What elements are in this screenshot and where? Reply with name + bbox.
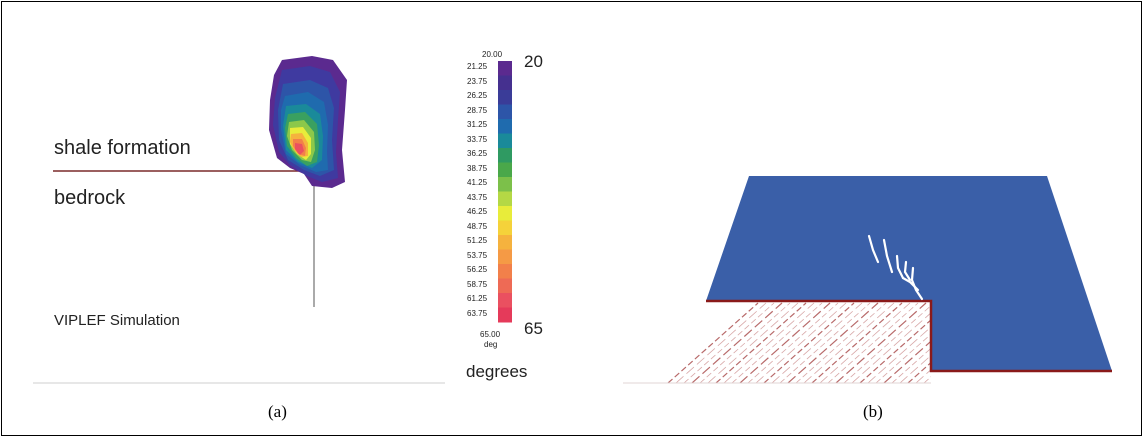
colorbar-swatch [498, 191, 512, 207]
colorbar-tick-label: 46.25 [467, 207, 488, 216]
colorbar-swatch [498, 264, 512, 279]
colorbar-tick-label: 56.25 [467, 265, 488, 274]
hatch-line [795, 302, 887, 383]
contour-plume [269, 56, 347, 188]
colorbar-tick-label: 26.25 [467, 91, 488, 100]
hatch-line [779, 302, 871, 383]
hatch-line [731, 302, 823, 383]
colorbar-swatch [498, 307, 512, 323]
colorbar-swatch [498, 148, 512, 163]
colorbar-swatch [498, 61, 512, 76]
colorbar-tick-label: 43.75 [467, 192, 488, 202]
colorbar-tick-label: 38.75 [467, 163, 488, 173]
crack-4 [903, 260, 912, 282]
shale-block [706, 176, 1112, 371]
hatch-line [827, 302, 919, 383]
colorbar-tick-label: 48.75 [467, 221, 488, 231]
colorbar-unit-small: deg [484, 340, 498, 349]
colorbar-swatch [498, 119, 512, 134]
colorbar-swatch [498, 162, 512, 178]
hatch-line [715, 302, 807, 383]
colorbar-tick-label: 23.75 [467, 76, 488, 86]
colorbar-swatch [498, 133, 512, 149]
colorbar-swatch [498, 177, 512, 192]
hatch-line [907, 302, 931, 383]
hatch-line [675, 302, 767, 383]
hatch-line [739, 302, 831, 383]
shale-formation-label: shale formation [54, 137, 191, 159]
caption-a: (a) [268, 402, 287, 421]
boundary-line [706, 299, 1112, 373]
hatch-line [867, 302, 931, 383]
hatch-line [667, 302, 759, 383]
hatch-line [875, 302, 931, 383]
colorbar-swatch [498, 293, 512, 308]
hatch-line [891, 302, 931, 383]
hatch-line [771, 302, 863, 383]
colorbar-big-top: 20 [524, 52, 543, 71]
colorbar-swatch [498, 90, 512, 105]
colorbar-tick-label: 36.25 [467, 149, 488, 158]
colorbar-tick-label: 58.75 [467, 279, 488, 289]
crack-2 [882, 238, 894, 274]
hatch-line [899, 302, 931, 383]
contour-band-11 [295, 143, 304, 155]
colorbar-swatch [498, 249, 512, 265]
hatch-line [843, 302, 931, 383]
colorbar [498, 61, 512, 323]
colorbar-swatch [498, 235, 512, 250]
hatch-line [787, 302, 879, 383]
colorbar-tick-label: 61.25 [467, 294, 488, 303]
hatch-line [835, 302, 927, 383]
hatch-line [811, 302, 903, 383]
crack-3 [895, 254, 905, 280]
colorbar-bottom-value: 65.00 [480, 330, 501, 339]
colorbar-swatch [498, 278, 512, 294]
colorbar-unit-big: degrees [466, 362, 528, 381]
colorbar-swatch [498, 206, 512, 221]
colorbar-swatch [498, 104, 512, 120]
hatch-line [851, 302, 931, 383]
crack-6 [901, 276, 920, 292]
colorbar-swatch [498, 220, 512, 236]
simulation-label: VIPLEF Simulation [54, 312, 180, 329]
colorbar-tick-label: 41.25 [467, 178, 488, 187]
hatch-line [803, 302, 895, 383]
colorbar-tick-label: 63.75 [467, 308, 488, 318]
model-block [623, 176, 1112, 384]
hatch-line [755, 302, 847, 383]
hatch-line [883, 302, 931, 383]
hatch-line [707, 302, 799, 383]
hatch-line [699, 302, 791, 383]
hatch-line [691, 302, 783, 383]
colorbar-swatch [498, 75, 512, 91]
colorbar-tick-label: 33.75 [467, 134, 488, 144]
colorbar-tick-label: 31.25 [467, 120, 488, 129]
colorbar-tick-label: 21.25 [467, 62, 488, 71]
hatch-line [859, 302, 931, 383]
fracture-cracks [867, 234, 924, 301]
hatch-line [763, 302, 855, 383]
colorbar-tick-label: 53.75 [467, 250, 488, 260]
colorbar-big-bottom: 65 [524, 319, 543, 338]
colorbar-top-value: 20.00 [482, 50, 503, 59]
colorbar-tick-label: 28.75 [467, 105, 488, 115]
caption-b: (b) [863, 402, 883, 421]
hatch-line [723, 302, 815, 383]
crack-1 [867, 234, 880, 264]
hatch-line [683, 302, 775, 383]
bedrock-label: bedrock [54, 187, 126, 209]
hatch-line [819, 302, 911, 383]
bedrock-hatching [667, 302, 931, 383]
colorbar-tick-label: 51.25 [467, 236, 488, 245]
hatch-line [747, 302, 839, 383]
